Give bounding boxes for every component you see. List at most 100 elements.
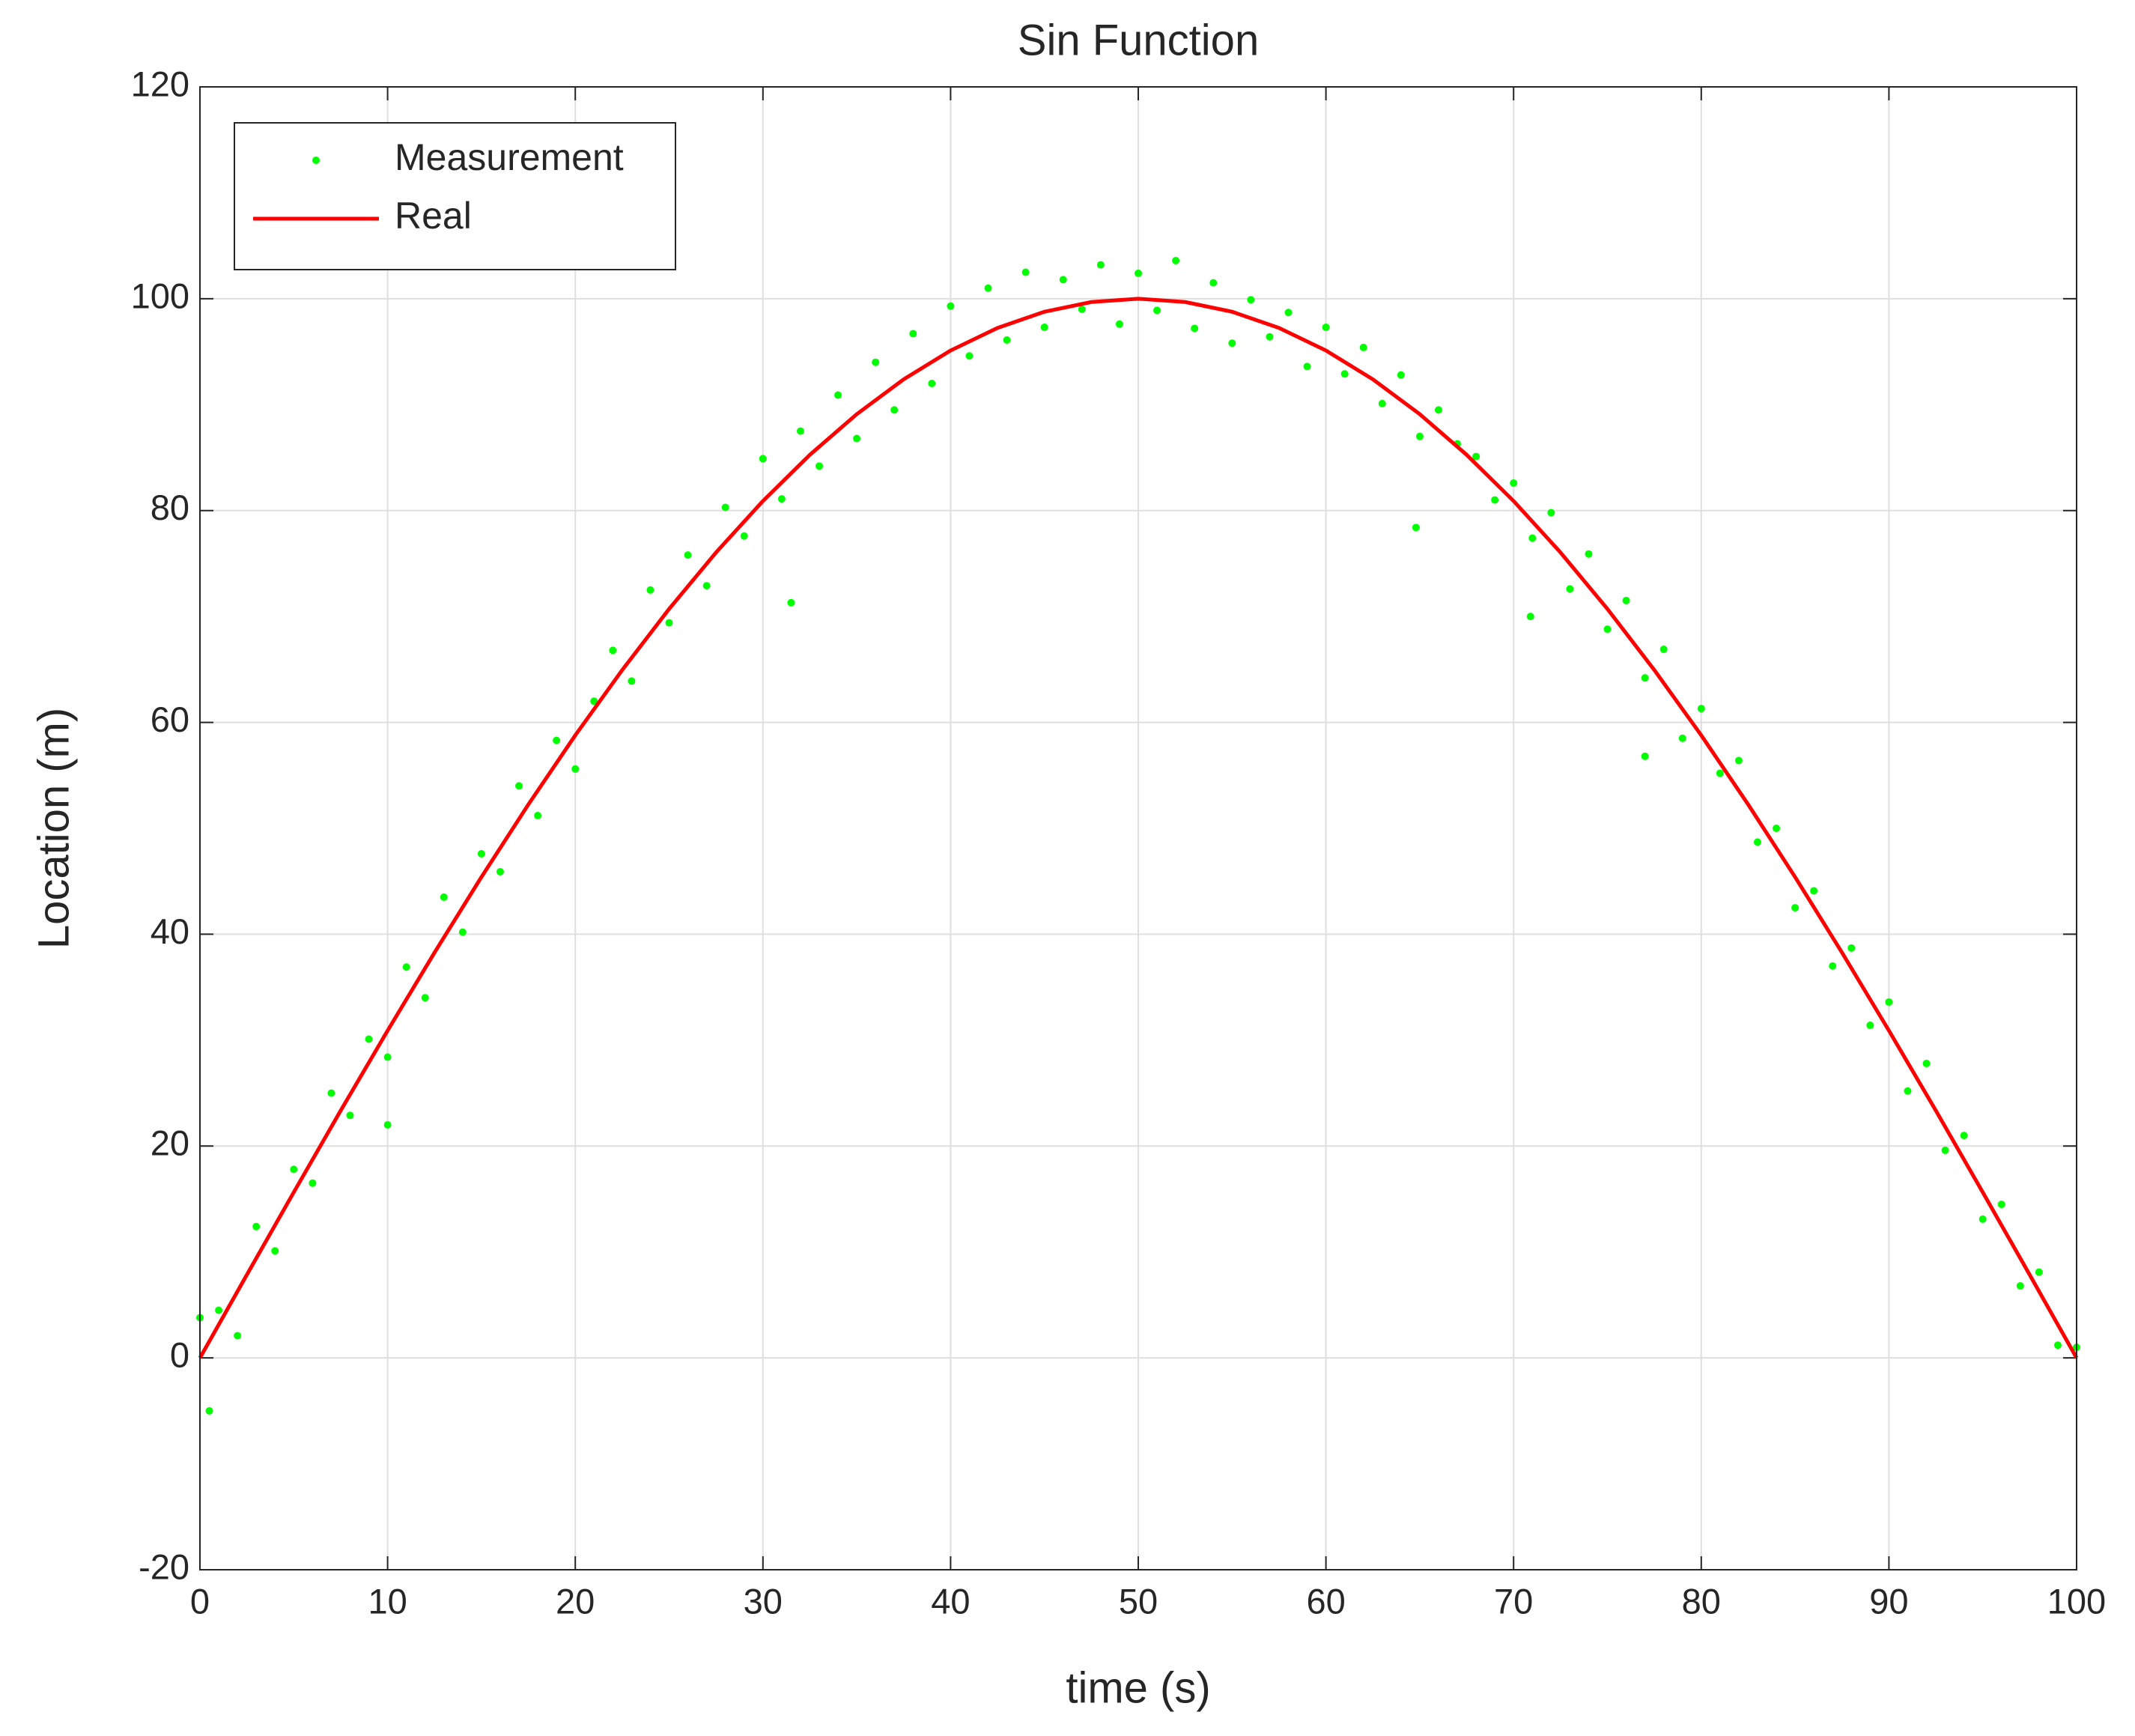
data-point <box>1753 838 1761 846</box>
data-point <box>205 1406 213 1415</box>
data-point <box>1415 432 1424 440</box>
data-point <box>1510 479 1518 487</box>
data-point <box>477 849 485 858</box>
data-point <box>1021 268 1030 276</box>
x-tick-label: 60 <box>1306 1581 1345 1621</box>
data-point <box>665 619 673 627</box>
x-tick-label: 50 <box>1119 1581 1158 1621</box>
data-point <box>1659 645 1668 653</box>
data-point <box>815 462 823 470</box>
data-point <box>1209 279 1218 287</box>
data-point <box>1153 306 1161 315</box>
data-point <box>1585 550 1593 558</box>
x-tick-label: 40 <box>931 1581 970 1621</box>
data-point <box>1434 406 1442 414</box>
data-point <box>1866 1022 1874 1030</box>
data-point <box>947 302 955 310</box>
data-point <box>1472 452 1480 461</box>
data-point <box>1960 1132 1968 1140</box>
data-point <box>1003 336 1011 345</box>
data-point <box>609 646 617 655</box>
y-tick-label: 60 <box>151 699 189 739</box>
x-tick-label: 90 <box>1869 1581 1908 1621</box>
data-point <box>684 551 692 559</box>
data-point <box>646 586 655 594</box>
data-point <box>1566 585 1574 593</box>
line <box>198 297 2079 1359</box>
data-point <box>1266 333 1274 341</box>
data-point <box>1978 1215 1987 1223</box>
y-tick-label: -20 <box>139 1547 189 1586</box>
legend-marker <box>312 157 320 164</box>
x-tick-label: 20 <box>556 1581 595 1621</box>
data-point <box>1491 496 1499 504</box>
data-point <box>1247 296 1255 304</box>
data-point <box>853 434 861 443</box>
data-point <box>965 352 974 360</box>
data-point <box>872 358 880 366</box>
data-point <box>759 455 767 463</box>
data-point <box>1603 625 1612 634</box>
legend-box <box>234 122 676 270</box>
data-point <box>928 380 936 387</box>
data-point <box>2016 1281 2024 1290</box>
data-point <box>1135 269 1142 277</box>
data-point <box>1773 825 1781 832</box>
data-point <box>553 736 561 744</box>
data-point <box>1115 320 1123 328</box>
data-point <box>1904 1087 1912 1095</box>
data-point <box>590 697 598 705</box>
data-point <box>1526 613 1534 621</box>
data-point <box>1716 769 1724 777</box>
data-point <box>787 598 795 607</box>
x-tick-label: 70 <box>1494 1581 1533 1621</box>
data-point <box>1412 523 1420 532</box>
x-tick-label: 80 <box>1682 1581 1721 1621</box>
y-tick-label: 40 <box>151 911 189 951</box>
x-tick-label: 10 <box>368 1581 407 1621</box>
data-point <box>721 503 729 512</box>
chart-title: Sin Function <box>1018 16 1259 64</box>
data-point <box>534 812 542 820</box>
data-point <box>1791 904 1800 912</box>
data-point <box>215 1306 223 1314</box>
data-point <box>1303 362 1311 371</box>
data-point <box>777 495 786 503</box>
data-point <box>1641 674 1649 682</box>
data-point <box>1922 1059 1931 1067</box>
data-point <box>1622 596 1630 604</box>
data-point <box>421 994 429 1002</box>
data-point <box>440 893 448 901</box>
data-point <box>1359 343 1367 351</box>
data-point <box>909 330 917 338</box>
data-point <box>309 1179 317 1187</box>
data-point <box>383 1053 392 1061</box>
data-point <box>496 867 504 875</box>
x-tick-label: 100 <box>2047 1581 2106 1621</box>
data-point <box>346 1111 354 1120</box>
data-point <box>2035 1268 2043 1276</box>
y-tick-label: 80 <box>151 488 189 527</box>
data-point <box>1547 509 1555 517</box>
legend-label: Real <box>395 195 472 237</box>
data-point <box>1228 339 1236 347</box>
data-point <box>1941 1146 1949 1154</box>
data-point <box>1734 756 1743 765</box>
data-point <box>1059 276 1067 284</box>
y-tick-label: 0 <box>170 1335 189 1375</box>
x-axis-label: time (s) <box>1066 1663 1210 1712</box>
data-point <box>402 963 410 971</box>
legend-label: Measurement <box>395 136 624 178</box>
data-point <box>234 1332 242 1340</box>
data-point <box>1847 944 1856 952</box>
data-point <box>1378 399 1386 407</box>
data-point <box>1829 962 1837 970</box>
plot-frame <box>199 86 2077 1570</box>
y-tick-label: 100 <box>131 276 189 315</box>
data-point <box>1322 324 1330 332</box>
data-point <box>1397 371 1405 379</box>
data-point <box>1096 261 1105 269</box>
data-point <box>571 765 580 773</box>
